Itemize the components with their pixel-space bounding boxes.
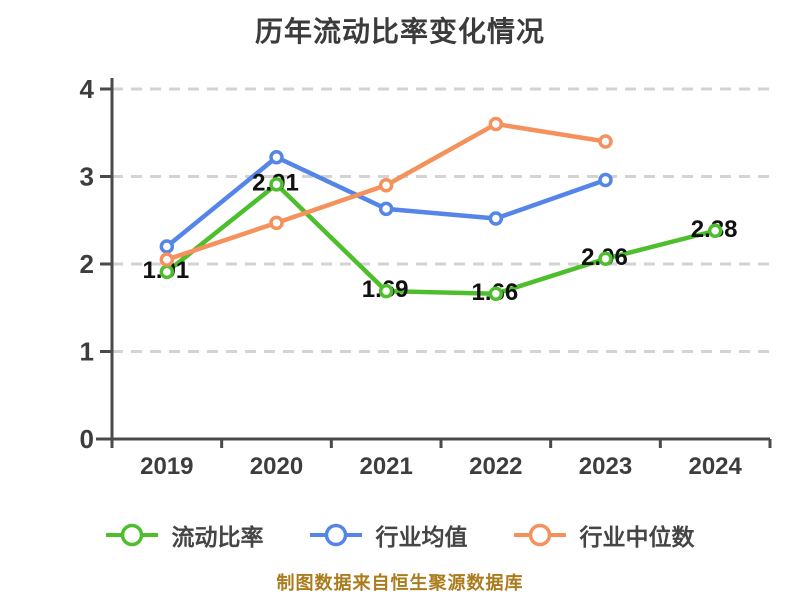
- x-tick-label: 2022: [469, 453, 522, 480]
- data-point-marker-industry-median: [269, 215, 284, 231]
- y-tick-label: 3: [80, 162, 94, 192]
- legend-item-label: 行业均值: [375, 524, 468, 550]
- y-tick-label: 4: [80, 74, 95, 104]
- y-tick-label: 1: [80, 337, 94, 367]
- legend-marker-icon: [309, 523, 362, 547]
- legend-item-industry-average[interactable]: 行业均值: [309, 518, 468, 552]
- data-point-marker-current-ratio: [159, 264, 175, 280]
- x-tick-label: 2023: [579, 453, 632, 480]
- data-point-marker-industry-average: [269, 150, 284, 165]
- x-tick-label: 2021: [359, 453, 412, 480]
- line-chart: 012342019202020212022202320241.912.911.6…: [80, 74, 772, 480]
- data-point-marker-industry-median: [378, 178, 394, 193]
- data-point-marker-industry-median: [488, 116, 504, 132]
- y-tick-label: 0: [80, 424, 94, 454]
- data-point-marker-industry-median: [159, 252, 175, 267]
- x-tick-label: 2020: [250, 453, 303, 480]
- data-point-marker-current-ratio: [598, 251, 613, 266]
- data-point-marker-current-ratio: [488, 286, 504, 301]
- series-line-current-ratio: [164, 182, 718, 296]
- y-tick-label: 2: [80, 249, 94, 279]
- legend-item-current-ratio[interactable]: 流动比率: [105, 518, 264, 552]
- legend-marker-icon: [513, 523, 566, 547]
- data-point-marker-industry-average: [598, 172, 613, 188]
- legend-item-label: 行业中位数: [579, 524, 695, 550]
- data-point-marker-current-ratio: [269, 177, 284, 192]
- data-point-marker-industry-average: [488, 211, 504, 226]
- legend-marker-icon: [105, 523, 158, 547]
- chart-footer: 制图数据来自恒生聚源数据库: [276, 573, 524, 593]
- x-tick-label: 2019: [140, 453, 193, 480]
- chart-title: 历年流动比率变化情况: [254, 16, 545, 47]
- data-point-marker-industry-average: [378, 201, 394, 217]
- data-point-marker-current-ratio: [707, 223, 723, 238]
- data-point-marker-industry-average: [159, 239, 175, 254]
- data-point-marker-current-ratio: [378, 283, 394, 299]
- legend-item-label: 流动比率: [171, 524, 264, 550]
- x-tick-label: 2024: [688, 453, 742, 480]
- data-point-marker-industry-median: [598, 134, 613, 149]
- legend: 流动比率 行业均值 行业中位数: [0, 518, 800, 552]
- legend-item-industry-median[interactable]: 行业中位数: [513, 518, 695, 552]
